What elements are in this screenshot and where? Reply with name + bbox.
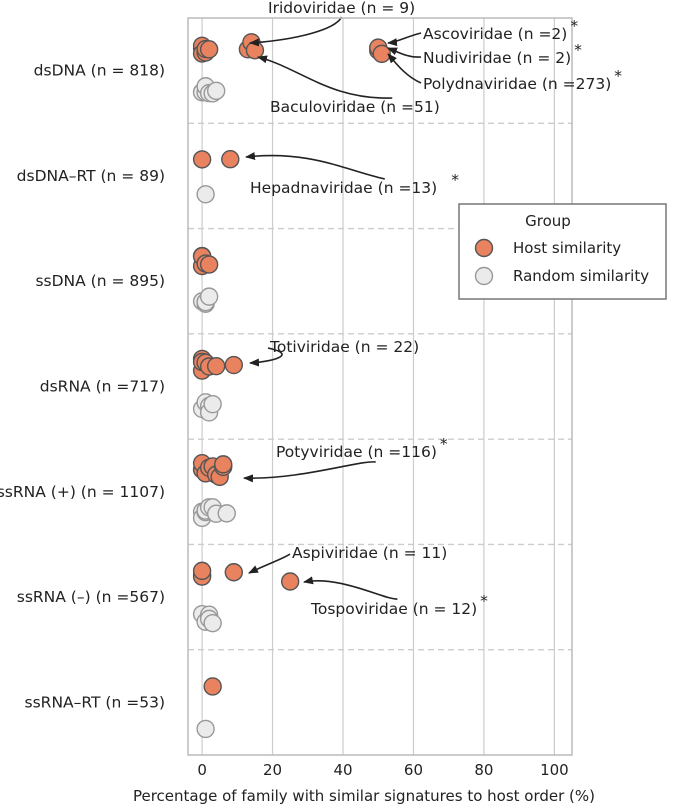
annotation-arrow	[248, 553, 291, 574]
significance-star: *	[480, 592, 488, 610]
annotation-arrow	[387, 53, 422, 84]
grid-layer	[201, 18, 555, 755]
host-point	[372, 44, 391, 64]
annotation-label: Tospoviridae (n = 12)	[310, 600, 477, 618]
annotation-arrow	[257, 55, 393, 99]
annotation-label: Polydnaviridae (n =273)	[423, 75, 611, 93]
host-point	[214, 455, 233, 474]
random-point	[206, 81, 226, 101]
host-point	[224, 355, 243, 375]
annotation-label: Potyviridae (n =116)	[276, 443, 437, 461]
annotation-arrow	[249, 347, 283, 367]
x-axis-title: Percentage of family with similar signat…	[133, 787, 595, 805]
annotation-arrow	[387, 47, 422, 58]
points-layer	[192, 33, 391, 739]
random-point	[203, 394, 222, 414]
annotation-arrow	[303, 576, 398, 600]
x-axis-ticks: 0 20 40 60 80 100	[197, 761, 568, 779]
legend-random-label: Random similarity	[513, 267, 649, 285]
host-point	[199, 40, 219, 59]
group-label: dsRNA (n =717)	[40, 378, 165, 396]
random-point	[196, 185, 215, 204]
host-point	[206, 356, 226, 376]
plot-frame	[187, 17, 573, 756]
group-separators	[188, 122, 572, 651]
group-label: ssRNA (–) (n =567)	[17, 588, 165, 606]
x-tick-label: 60	[404, 761, 423, 779]
group-label: dsDNA (n = 818)	[34, 62, 165, 80]
x-tick-label: 100	[540, 761, 569, 779]
significance-star: *	[440, 435, 448, 453]
annotation-label: Ascoviridae (n =2)	[423, 25, 567, 43]
annotation-label: Hepadnaviridae (n =13)	[250, 179, 437, 197]
significance-star: *	[614, 67, 622, 85]
group-label: ssRNA–RT (n =53)	[25, 693, 165, 711]
annotation-arrow	[245, 152, 385, 180]
host-point	[203, 677, 222, 696]
annotation-label: Aspiviridae (n = 11)	[292, 544, 447, 562]
random-point	[203, 613, 222, 633]
group-label: ssRNA (+) (n = 1107)	[0, 483, 165, 501]
significance-star: *	[570, 17, 578, 35]
host-point	[192, 561, 212, 581]
host-point	[224, 563, 243, 582]
host-point	[199, 255, 219, 274]
legend-box	[458, 203, 667, 300]
annotation-arrows	[243, 16, 422, 600]
random-point	[199, 287, 219, 306]
x-tick-label: 80	[474, 761, 493, 779]
legend-host-marker	[474, 238, 494, 258]
legend-title: Group	[525, 212, 571, 230]
legend-host-label: Host similarity	[513, 239, 621, 257]
group-label: dsDNA–RT (n = 89)	[17, 167, 165, 185]
x-tick-label: 40	[333, 761, 352, 779]
random-point	[196, 719, 215, 739]
legend: Group Host similarity Random similarity	[458, 203, 667, 300]
group-labels: dsDNA (n = 818) dsDNA–RT (n = 89) ssDNA (n…	[0, 62, 165, 712]
host-point	[192, 150, 212, 169]
annotation-label: Nudiviridae (n = 2)	[423, 49, 571, 67]
host-point	[221, 150, 240, 169]
significance-star: *	[451, 171, 459, 189]
annotation-arrow	[249, 16, 343, 47]
annotation-label: Iridoviridae (n = 9)	[268, 0, 415, 17]
annotation-label: Baculoviridae (n =51)	[270, 98, 440, 116]
annotation-arrow	[387, 32, 422, 47]
random-point	[217, 504, 236, 523]
legend-random-marker	[474, 266, 494, 286]
significance-star: *	[574, 41, 582, 59]
host-point	[245, 41, 265, 60]
host-point	[280, 572, 300, 591]
x-tick-label: 20	[263, 761, 282, 779]
annotation-arrow	[243, 461, 376, 483]
annotation-label: Totiviridae (n = 22)	[269, 338, 419, 356]
annotation-labels: Iridoviridae (n = 9)Ascoviridae (n =2) *N…	[250, 0, 622, 618]
group-label: ssDNA (n = 895)	[35, 272, 165, 290]
x-tick-label: 0	[197, 761, 207, 779]
